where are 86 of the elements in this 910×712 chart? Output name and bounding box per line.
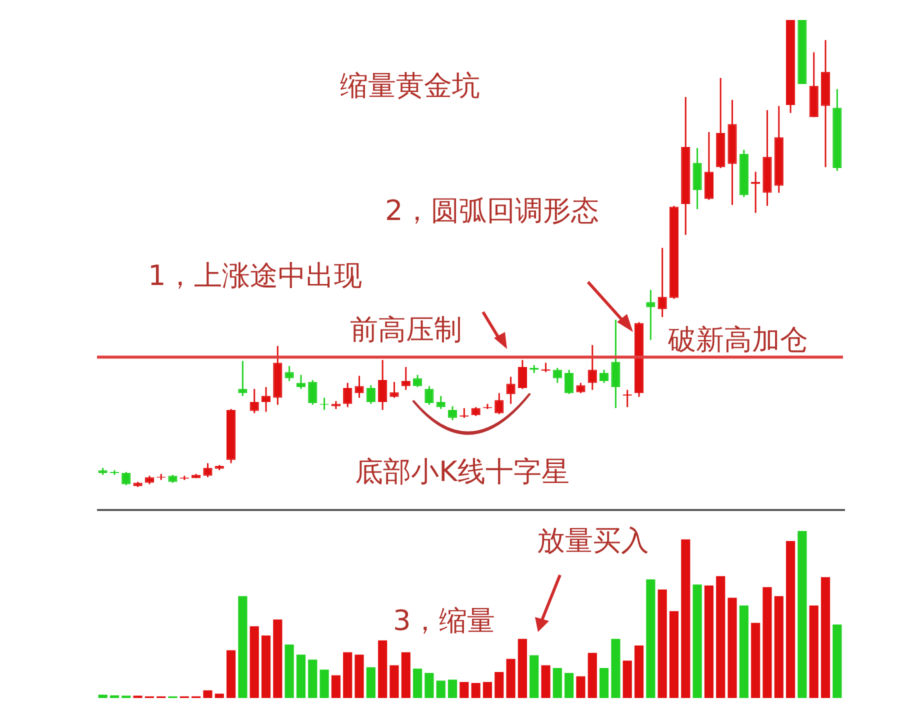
bar [658,589,667,698]
bar [786,541,796,698]
bar [448,680,458,698]
annotation: 放量买入 [537,524,649,557]
bar [634,646,644,698]
candlestick [296,374,306,390]
bar [704,585,714,698]
bar [646,579,656,698]
bar [774,596,784,698]
bar [798,531,807,698]
bar [669,611,679,698]
candlestick [564,369,574,395]
bar [832,624,842,698]
bar [751,622,760,698]
bar [541,665,550,698]
bar [424,672,434,698]
bar [401,652,410,698]
candlestick [646,289,656,341]
annotation: 3，缩量 [393,604,495,637]
bar [600,668,609,698]
bar [762,587,772,698]
bar [809,605,818,698]
bar [460,682,469,698]
bar [530,655,539,698]
candlestick [308,379,318,406]
bar [681,539,690,698]
candlestick [460,407,469,419]
bar [366,667,376,698]
bar [320,670,329,698]
annotation: 2，圆弧回调形态 [385,194,599,227]
annotation: 缩量黄金坑 [340,69,480,102]
candlestick [250,388,259,414]
annotation: 破新高加仓 [668,323,808,356]
bar [390,665,399,698]
candlestick [588,344,597,391]
bar [494,672,504,698]
bar [716,576,726,698]
candlestick [506,376,516,405]
bar [692,584,702,698]
bar [98,694,108,698]
candlestick [378,359,388,411]
bar [354,654,364,698]
bar [331,675,340,698]
candlestick [436,395,446,410]
annotation: 1，上涨途中出现 [148,259,362,292]
bar [552,668,562,698]
candlestick [284,365,294,382]
bar [820,577,830,698]
bar [284,644,294,698]
bar [611,638,620,698]
candlestick [354,375,364,399]
bar [226,650,236,698]
bar [378,640,388,698]
bar [413,668,422,698]
bar [436,680,446,698]
bar [296,654,306,698]
bar [261,636,271,698]
bar [564,672,574,698]
bar [728,598,737,698]
candlestick [238,360,248,397]
annotation: 底部小K线十字星 [355,455,570,488]
bar [238,596,248,698]
bar [622,660,632,698]
candlestick [611,319,620,409]
bar [506,658,516,698]
bar [308,660,318,698]
ref-line-label: 前高压制 [350,313,462,346]
bar [343,652,352,698]
bar [110,695,120,698]
bar [482,682,492,698]
candlestick [343,382,352,408]
bar [739,605,748,698]
bar [273,620,282,698]
candlestick [658,247,667,318]
candlestick [622,389,632,408]
bar [203,690,212,698]
bar [214,694,224,698]
candlestick [401,366,410,391]
bar [250,626,259,698]
bar [518,638,527,698]
bar [576,676,586,698]
candlestick [261,386,271,413]
candlestick [390,381,399,399]
candlestick [518,359,527,390]
bar [471,682,480,698]
bar [588,652,597,698]
